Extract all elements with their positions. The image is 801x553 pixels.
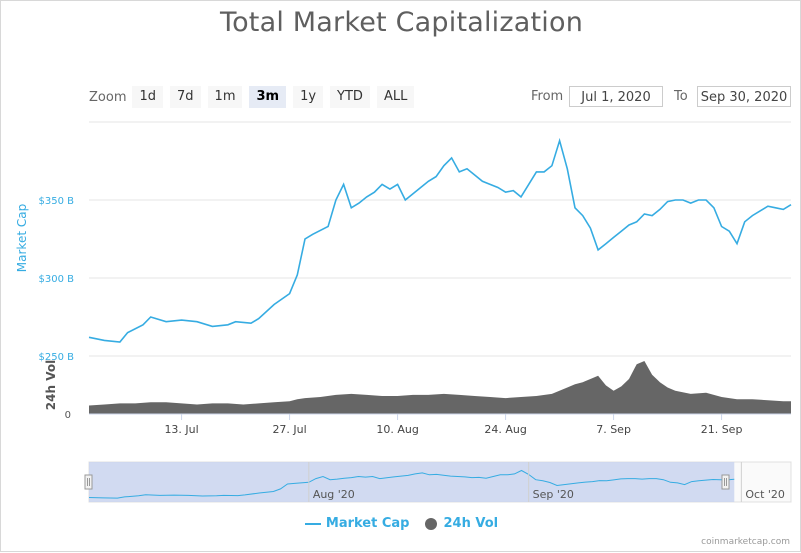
volume-axis-title: 24h Vol (44, 360, 58, 410)
zoom-selector: Zoom 1d 7d 1m 3m 1y YTD ALL (89, 86, 421, 108)
legend-label-market-cap: Market Cap (325, 516, 410, 531)
x-axis-ticks: 13. Jul 27. Jul 10. Aug 24. Aug 7. Sep 21. Se… (164, 414, 742, 436)
navigator-right-handle[interactable] (721, 474, 730, 490)
x-tick-label: 10. Aug (376, 423, 418, 436)
legend-label-volume: 24h Vol (443, 516, 499, 531)
navigator-tick-label: Sep '20 (533, 488, 574, 501)
x-tick-label: 21. Sep (701, 423, 743, 436)
zoom-label: Zoom (89, 89, 127, 105)
y-axis-title: Market Cap (15, 204, 29, 272)
credits-link[interactable]: coinmarketcap.com (701, 537, 790, 547)
x-tick-label: 27. Jul (272, 423, 306, 436)
volume-series-area (89, 361, 791, 414)
navigator-tick-label: Aug '20 (313, 488, 355, 501)
to-label: To (674, 89, 688, 104)
zoom-1d-button[interactable]: 1d (132, 86, 164, 108)
zoom-1m-button[interactable]: 1m (207, 86, 243, 108)
legend-dot-icon (425, 517, 438, 530)
zoom-ytd-button[interactable]: YTD (330, 86, 370, 108)
legend-item-volume[interactable]: 24h Vol (425, 516, 498, 531)
from-label: From (531, 89, 564, 104)
to-date-input[interactable]: Sep 30, 2020 (697, 86, 791, 107)
navigator-left-handle[interactable] (84, 474, 93, 490)
chart-title: Total Market Capitalization (219, 7, 584, 38)
y-tick-350: $350 B (39, 196, 75, 207)
navigator-series-line (88, 469, 735, 499)
zoom-all-button[interactable]: ALL (376, 86, 415, 108)
market-cap-series-line (88, 137, 792, 343)
x-tick-label: 24. Aug (484, 423, 526, 436)
x-tick-label: 7. Sep (596, 423, 631, 436)
zoom-3m-button[interactable]: 3m (249, 86, 287, 108)
legend-item-market-cap[interactable]: Market Cap (304, 516, 410, 531)
zoom-7d-button[interactable]: 7d (170, 86, 201, 108)
chart-legend: Market Cap 24h Vol (1, 516, 801, 531)
navigator-ticks: Aug '20 Sep '20 Oct '20 (308, 462, 785, 502)
y-tick-300: $300 B (39, 274, 75, 285)
navigator-tick-label: Oct '20 (745, 488, 785, 501)
legend-line-icon (304, 522, 321, 525)
from-date-input[interactable]: Jul 1, 2020 (569, 86, 663, 107)
navigator-selection[interactable] (89, 462, 735, 502)
zoom-1y-button[interactable]: 1y (293, 86, 324, 108)
y-tick-250: $250 B (39, 352, 75, 363)
x-tick-label: 13. Jul (164, 423, 198, 436)
volume-tick-zero: 0 (65, 410, 71, 421)
